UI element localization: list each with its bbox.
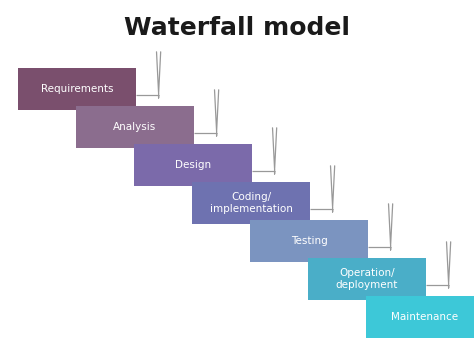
Text: Coding/
implementation: Coding/ implementation xyxy=(210,192,292,214)
Text: Analysis: Analysis xyxy=(113,122,156,132)
Text: Maintenance: Maintenance xyxy=(392,312,458,322)
FancyBboxPatch shape xyxy=(308,258,426,300)
FancyBboxPatch shape xyxy=(134,144,252,186)
FancyBboxPatch shape xyxy=(18,68,136,110)
FancyBboxPatch shape xyxy=(250,220,368,262)
FancyBboxPatch shape xyxy=(366,296,474,338)
FancyBboxPatch shape xyxy=(76,106,194,148)
Text: Waterfall model: Waterfall model xyxy=(124,16,350,40)
Text: Testing: Testing xyxy=(291,236,328,246)
FancyBboxPatch shape xyxy=(192,182,310,224)
Text: Operation/
deployment: Operation/ deployment xyxy=(336,268,398,290)
Text: Design: Design xyxy=(175,160,211,170)
Text: Requirements: Requirements xyxy=(41,84,113,94)
